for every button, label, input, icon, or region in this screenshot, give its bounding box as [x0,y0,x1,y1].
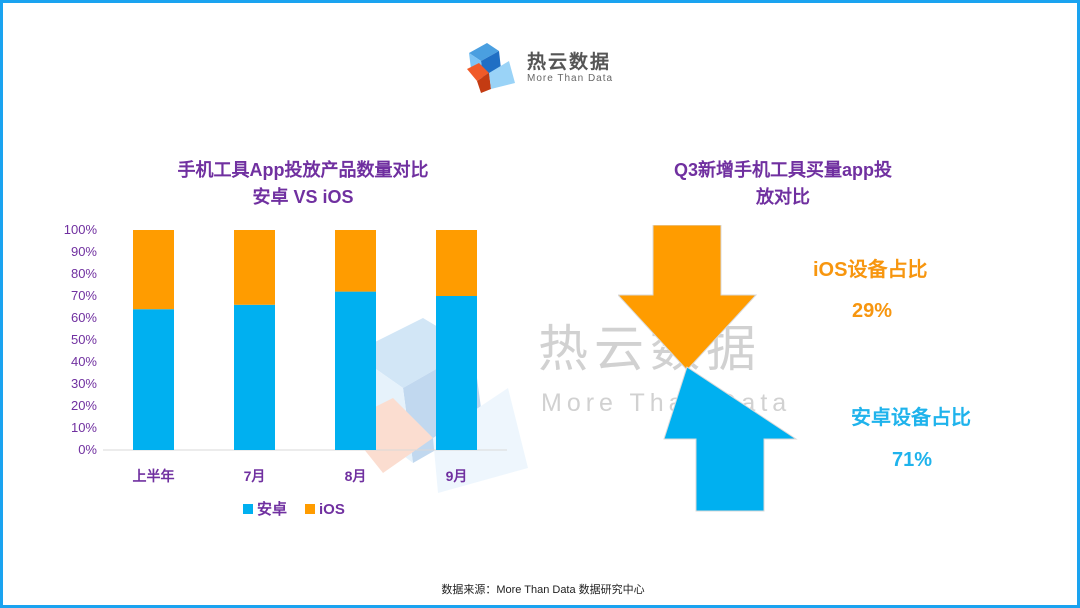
bar-android-3 [335,291,376,450]
legend-label-ios: iOS [319,501,345,518]
arrows-graphic [618,225,798,512]
chart-title: 手机工具App投放产品数量对比 [177,160,429,180]
y-tick-label: 30% [71,376,97,391]
bar-ios-4 [436,230,477,296]
chart-subtitle: 安卓 VS iOS [252,187,354,207]
y-tick-label: 20% [71,398,97,413]
down-arrow-icon [618,225,758,371]
data-source-note: 数据来源：More Than Data 数据研究中心 [441,584,645,596]
y-tick-label: 0% [78,442,97,457]
brand-logo: 热云数据 More Than Data [465,39,635,95]
x-tick-label: 7月 [244,468,266,484]
comparison-title-line2: 放对比 [756,187,810,207]
y-tick-label: 60% [71,310,97,325]
stacked-bar-chart: 0% 10% 20% 30% 40% 50% 60% 70% 80% 90% 100% 上半年 7月 8月… [64,222,507,518]
y-tick-label: 80% [71,266,97,281]
comparison-title-line1: Q3新增手机工具买量app投 [673,160,892,180]
x-tick-label: 8月 [345,468,367,484]
y-tick-label: 40% [71,354,97,369]
ios-share-label: iOS设备占比 [813,259,928,281]
bar-android-1 [133,309,174,450]
bar-android-4 [436,296,477,450]
x-tick-label: 9月 [446,468,468,484]
y-tick-label: 90% [71,244,97,259]
bar-ios-1 [133,230,174,310]
legend-swatch-ios [305,504,315,514]
y-tick-label: 100% [64,222,98,237]
y-tick-label: 50% [71,332,97,347]
logo-name: 热云数据 [527,52,612,73]
cube-logo-icon [467,43,515,93]
legend-swatch-android [243,504,253,514]
logo-tagline: More Than Data [527,73,614,84]
y-tick-label: 70% [71,288,97,303]
android-share-label: 安卓设备占比 [851,407,971,429]
ios-share-value: 29% [852,300,893,322]
comparison-title-block: Q3新增手机工具买量app投 放对比 [623,157,943,211]
chart-title-block: 手机工具App投放产品数量对比 安卓 VS iOS [113,157,493,211]
bar-ios-2 [234,230,275,305]
legend-label-android: 安卓 [257,500,287,518]
y-tick-label: 10% [71,420,97,435]
x-tick-label: 上半年 [133,468,175,484]
bar-android-2 [234,304,275,450]
android-share-value: 71% [892,449,933,471]
bar-ios-3 [335,230,376,292]
up-arrow-icon [663,366,798,512]
